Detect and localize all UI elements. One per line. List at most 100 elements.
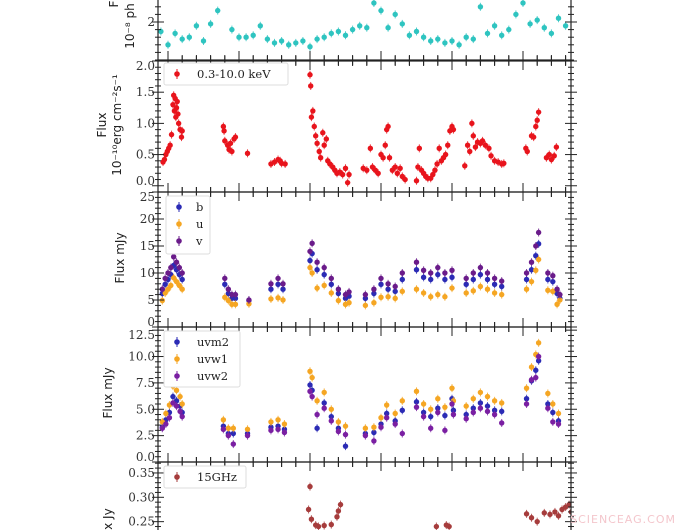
data-point-0.3-10.0 keV — [442, 151, 449, 158]
data-point-u — [173, 278, 180, 285]
legend-box — [163, 465, 247, 489]
data-point-u — [420, 290, 427, 296]
data-point-0.3-10.0 keV — [551, 153, 557, 159]
data-point-0.3-10.0 keV — [548, 156, 555, 163]
data-point-u — [378, 294, 384, 300]
data-point-v — [371, 286, 377, 292]
data-point-v — [346, 289, 352, 295]
data-point-v — [449, 267, 455, 273]
data-point-0.3-10.0 keV — [397, 165, 403, 171]
data-point-gamma — [349, 26, 356, 33]
y-tick-label: 0.0 — [136, 174, 155, 188]
y-axis-label: 10⁻¹⁰erg cm⁻²s⁻¹ — [110, 74, 124, 176]
data-point-gamma — [264, 36, 271, 42]
data-point-15GHz — [337, 501, 344, 508]
data-point-0.3-10.0 keV — [320, 130, 326, 136]
legend-label: 15GHz — [197, 470, 237, 484]
data-point-v — [442, 270, 448, 276]
data-point-gamma — [534, 17, 540, 23]
data-point-0.3-10.0 keV — [416, 145, 423, 152]
y-tick-label: 2 — [147, 15, 155, 29]
data-point-uvm2 — [435, 405, 441, 411]
data-point-0.3-10.0 keV — [467, 148, 473, 155]
data-point-uvw2 — [484, 408, 491, 415]
data-point-uvw2 — [392, 421, 398, 427]
data-point-v — [523, 270, 530, 276]
data-point-gamma — [158, 28, 164, 35]
data-point-0.3-10.0 keV — [464, 142, 471, 148]
data-point-v — [535, 229, 542, 236]
data-point-uvm2 — [499, 408, 505, 415]
data-point-uvm2 — [523, 396, 530, 402]
data-point-uvw1 — [449, 385, 455, 391]
data-point-v — [554, 286, 560, 292]
data-point-u — [225, 297, 232, 304]
y-tick-label: 0.0 — [136, 450, 155, 464]
data-point-15GHz — [552, 509, 558, 515]
data-point-uvw1 — [314, 398, 320, 404]
data-point-15GHz — [523, 511, 530, 517]
data-point-b — [550, 278, 556, 285]
data-point-u — [335, 297, 342, 304]
data-point-uvw2 — [307, 388, 313, 395]
data-point-v — [533, 243, 539, 249]
data-point-0.3-10.0 keV — [310, 108, 316, 114]
data-point-gamma — [186, 34, 192, 40]
data-point-b — [335, 290, 342, 297]
data-point-gamma — [172, 30, 178, 37]
data-point-uvw2 — [177, 408, 183, 415]
legend-marker — [176, 221, 182, 227]
data-point-uvw2 — [477, 405, 484, 411]
data-point-b — [321, 271, 327, 278]
data-point-uvm2 — [314, 425, 320, 431]
panel-frame-radio — [157, 461, 572, 530]
data-point-0.3-10.0 keV — [469, 120, 475, 127]
data-point-b — [484, 276, 491, 283]
data-point-v — [165, 270, 171, 276]
data-point-u — [321, 282, 327, 289]
data-point-v — [392, 283, 398, 290]
data-point-gamma — [442, 40, 448, 46]
legend-label: uvm2 — [197, 335, 229, 349]
data-point-u — [428, 294, 434, 300]
data-point-0.3-10.0 keV — [402, 176, 408, 183]
panel-xray: 0.0 0.5 1.0 1.5 2.0 Flux 10⁻¹⁰erg cm⁻²s⁻¹ 0.3-1… — [95, 52, 577, 201]
y-tick-label: 10 — [140, 266, 155, 280]
data-point-0.3-10.0 keV — [546, 151, 552, 158]
data-point-b — [449, 274, 455, 281]
data-point-uvw2 — [499, 420, 505, 426]
data-point-gamma — [314, 36, 320, 42]
data-point-gamma — [555, 15, 562, 21]
points-xray — [160, 70, 560, 187]
data-point-uvw1 — [550, 401, 556, 407]
y-axis-label: Flux Jy — [101, 508, 115, 530]
y-tick-label: 0.35 — [128, 466, 155, 480]
data-point-u — [179, 286, 185, 292]
data-point-b — [371, 290, 377, 297]
data-point-gamma — [456, 42, 462, 48]
data-point-0.3-10.0 keV — [430, 171, 436, 178]
data-point-gamma — [562, 23, 569, 29]
data-point-v — [268, 281, 274, 287]
data-point-uvw2 — [450, 411, 457, 418]
data-point-gamma — [506, 26, 512, 33]
data-point-u — [523, 286, 530, 292]
data-point-uvw1 — [383, 402, 390, 408]
data-point-uvw1 — [442, 404, 448, 410]
data-point-v — [222, 275, 228, 282]
data-point-uvm2 — [420, 409, 427, 416]
data-point-uvm2 — [383, 410, 390, 417]
y-tick-label: 0 — [147, 315, 155, 329]
data-point-b — [477, 271, 484, 278]
data-point-uvm2 — [342, 443, 349, 449]
data-point-0.3-10.0 keV — [367, 145, 374, 152]
data-point-gamma — [484, 30, 491, 37]
data-point-uvw2 — [244, 432, 251, 439]
data-point-uvw2 — [362, 432, 369, 439]
data-point-uvw1 — [321, 389, 327, 396]
data-point-u — [159, 297, 166, 304]
data-point-uvw2 — [435, 409, 441, 416]
data-point-0.3-10.0 keV — [282, 161, 288, 167]
data-point-b — [463, 281, 469, 288]
data-point-uvw1 — [328, 406, 334, 412]
